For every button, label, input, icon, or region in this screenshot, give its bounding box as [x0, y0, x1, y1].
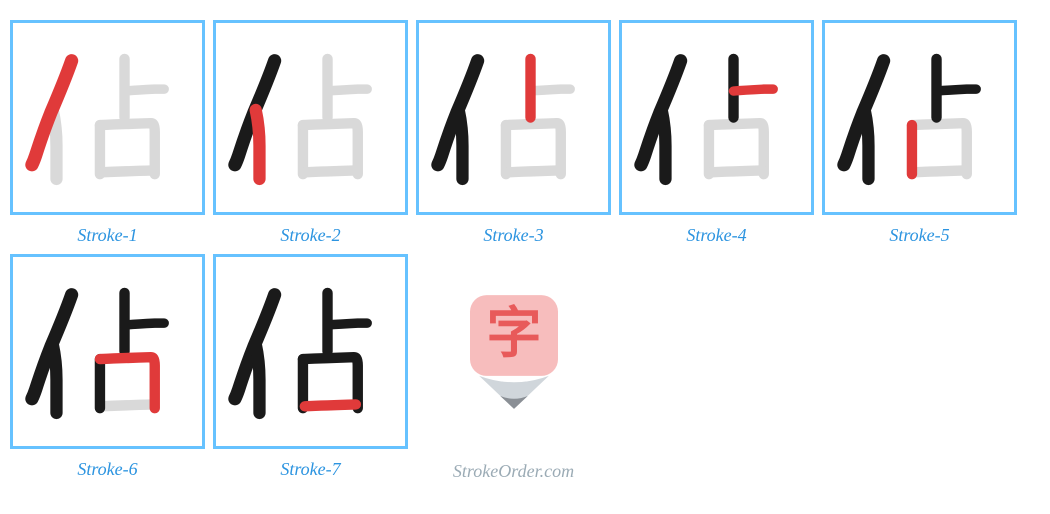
stroke-tile: Stroke-6 — [10, 254, 205, 482]
stroke-path-7 — [102, 170, 153, 172]
stroke-path-2 — [459, 110, 463, 179]
stroke-path-2 — [662, 110, 666, 179]
stroke-caption: Stroke-7 — [280, 459, 340, 480]
watermark-glyph: 字 — [486, 302, 541, 364]
stroke-path-4 — [125, 323, 165, 325]
stroke-tile-box — [213, 254, 408, 449]
stroke-caption: Stroke-6 — [77, 459, 137, 480]
stroke-tile: Stroke-7 — [213, 254, 408, 482]
stroke-path-4 — [937, 89, 977, 91]
stroke-path-7 — [914, 170, 965, 172]
stroke-path-7 — [711, 170, 762, 172]
stroke-tile: Stroke-5 — [822, 20, 1017, 246]
stroke-path-2 — [256, 110, 260, 179]
stroke-order-grid: Stroke-1 Stroke-2 Stroke-3 Stroke-4 Stroke-5… — [10, 20, 1040, 482]
stroke-path-7 — [305, 404, 356, 406]
stroke-path-4 — [531, 89, 571, 91]
stroke-path-2 — [256, 344, 260, 413]
stroke-path-4 — [734, 89, 774, 91]
watermark-cell: 字 StrokeOrder.com — [416, 254, 611, 482]
stroke-caption: Stroke-1 — [77, 225, 137, 246]
watermark-label: StrokeOrder.com — [453, 461, 574, 482]
stroke-path-7 — [102, 404, 153, 406]
stroke-caption: Stroke-4 — [686, 225, 746, 246]
stroke-caption: Stroke-5 — [889, 225, 949, 246]
stroke-caption: Stroke-2 — [280, 225, 340, 246]
stroke-path-4 — [125, 89, 165, 91]
stroke-tile-box — [619, 20, 814, 215]
stroke-path-2 — [53, 344, 57, 413]
stroke-tile-box — [10, 20, 205, 215]
stroke-tile: Stroke-2 — [213, 20, 408, 246]
stroke-tile-box — [10, 254, 205, 449]
stroke-tile: Stroke-4 — [619, 20, 814, 246]
stroke-path-2 — [865, 110, 869, 179]
stroke-tile-box — [822, 20, 1017, 215]
stroke-caption: Stroke-3 — [483, 225, 543, 246]
stroke-tile-box — [213, 20, 408, 215]
stroke-tile: Stroke-1 — [10, 20, 205, 246]
stroke-path-4 — [328, 323, 368, 325]
stroke-tile: Stroke-3 — [416, 20, 611, 246]
watermark-box: 字 — [416, 254, 611, 449]
stroke-path-7 — [508, 170, 559, 172]
stroke-path-4 — [328, 89, 368, 91]
stroke-path-7 — [305, 170, 356, 172]
stroke-tile-box — [416, 20, 611, 215]
